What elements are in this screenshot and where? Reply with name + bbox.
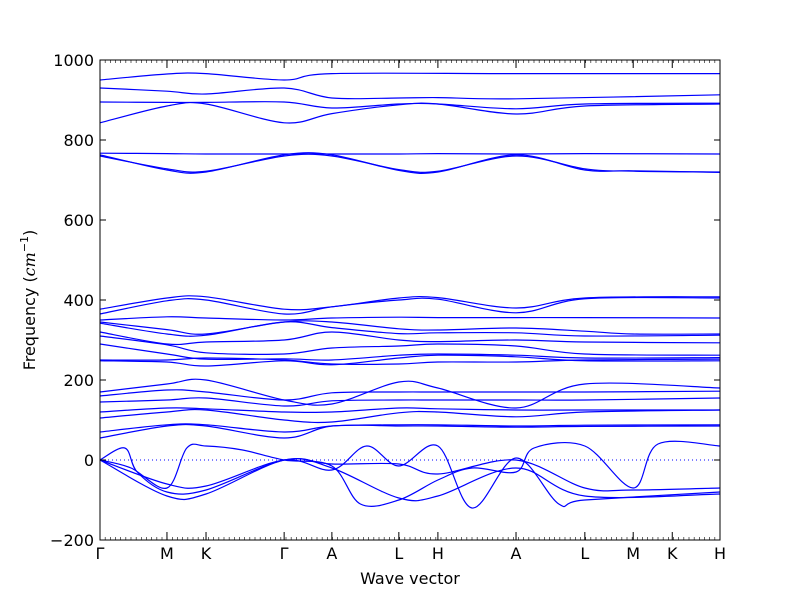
x-tick-label: M — [160, 544, 174, 563]
x-tick-label: Γ — [280, 544, 289, 563]
band-line-1 — [99, 72, 720, 81]
band-line-10 — [99, 316, 721, 321]
band-line-27 — [99, 440, 721, 507]
x-tick-label: A — [511, 544, 522, 563]
x-tick-label: Γ — [96, 544, 105, 563]
band-line-17 — [99, 354, 721, 367]
x-tick-label: A — [326, 544, 337, 563]
x-axis-label: Wave vector — [360, 569, 460, 588]
band-line-18 — [99, 378, 721, 409]
band-line-26 — [99, 457, 721, 502]
y-tick-label: 400 — [63, 291, 94, 310]
y-tick-label: 600 — [63, 211, 94, 230]
band-line-19 — [99, 389, 721, 401]
band-line-20 — [99, 397, 721, 407]
band-line-13 — [99, 331, 721, 346]
y-tick-label: 200 — [63, 371, 94, 390]
x-tick-label: M — [626, 544, 640, 563]
y-axis-label-close: ) — [20, 230, 39, 236]
band-line-14 — [99, 335, 721, 356]
band-series — [99, 72, 721, 509]
y-tick-label: 800 — [63, 131, 94, 150]
band-line-9 — [99, 296, 721, 315]
x-tick-label: L — [580, 544, 589, 563]
x-tick-label: H — [432, 544, 444, 563]
y-axis-label-unit: cm — [20, 252, 39, 276]
band-line-24 — [99, 423, 721, 439]
y-tick-label: −200 — [50, 531, 94, 550]
y-axis-ticks: −200 0 200 400 600 800 1000 — [50, 51, 720, 550]
y-tick-label: 1000 — [53, 51, 94, 70]
band-line-23 — [99, 423, 721, 433]
y-axis-label: Frequency (cm−1) — [18, 230, 39, 371]
y-axis-label-exponent: −1 — [18, 236, 31, 252]
x-tick-label: K — [667, 544, 678, 563]
x-tick-label: K — [201, 544, 212, 563]
band-line-5 — [99, 152, 721, 155]
band-line-15 — [99, 343, 721, 361]
y-tick-label: 0 — [84, 451, 94, 470]
band-line-11 — [99, 320, 721, 335]
band-line-2 — [99, 87, 721, 100]
band-line-8 — [99, 295, 721, 311]
band-line-21 — [99, 407, 720, 414]
band-line-4 — [99, 101, 721, 124]
band-line-6 — [99, 152, 721, 174]
x-tick-label: L — [394, 544, 403, 563]
band-line-22 — [99, 408, 721, 424]
band-line-28 — [99, 444, 721, 509]
x-tick-label: H — [714, 544, 726, 563]
y-axis-label-base: Frequency ( — [20, 276, 39, 370]
band-line-7 — [99, 153, 721, 173]
band-line-12 — [99, 321, 721, 337]
